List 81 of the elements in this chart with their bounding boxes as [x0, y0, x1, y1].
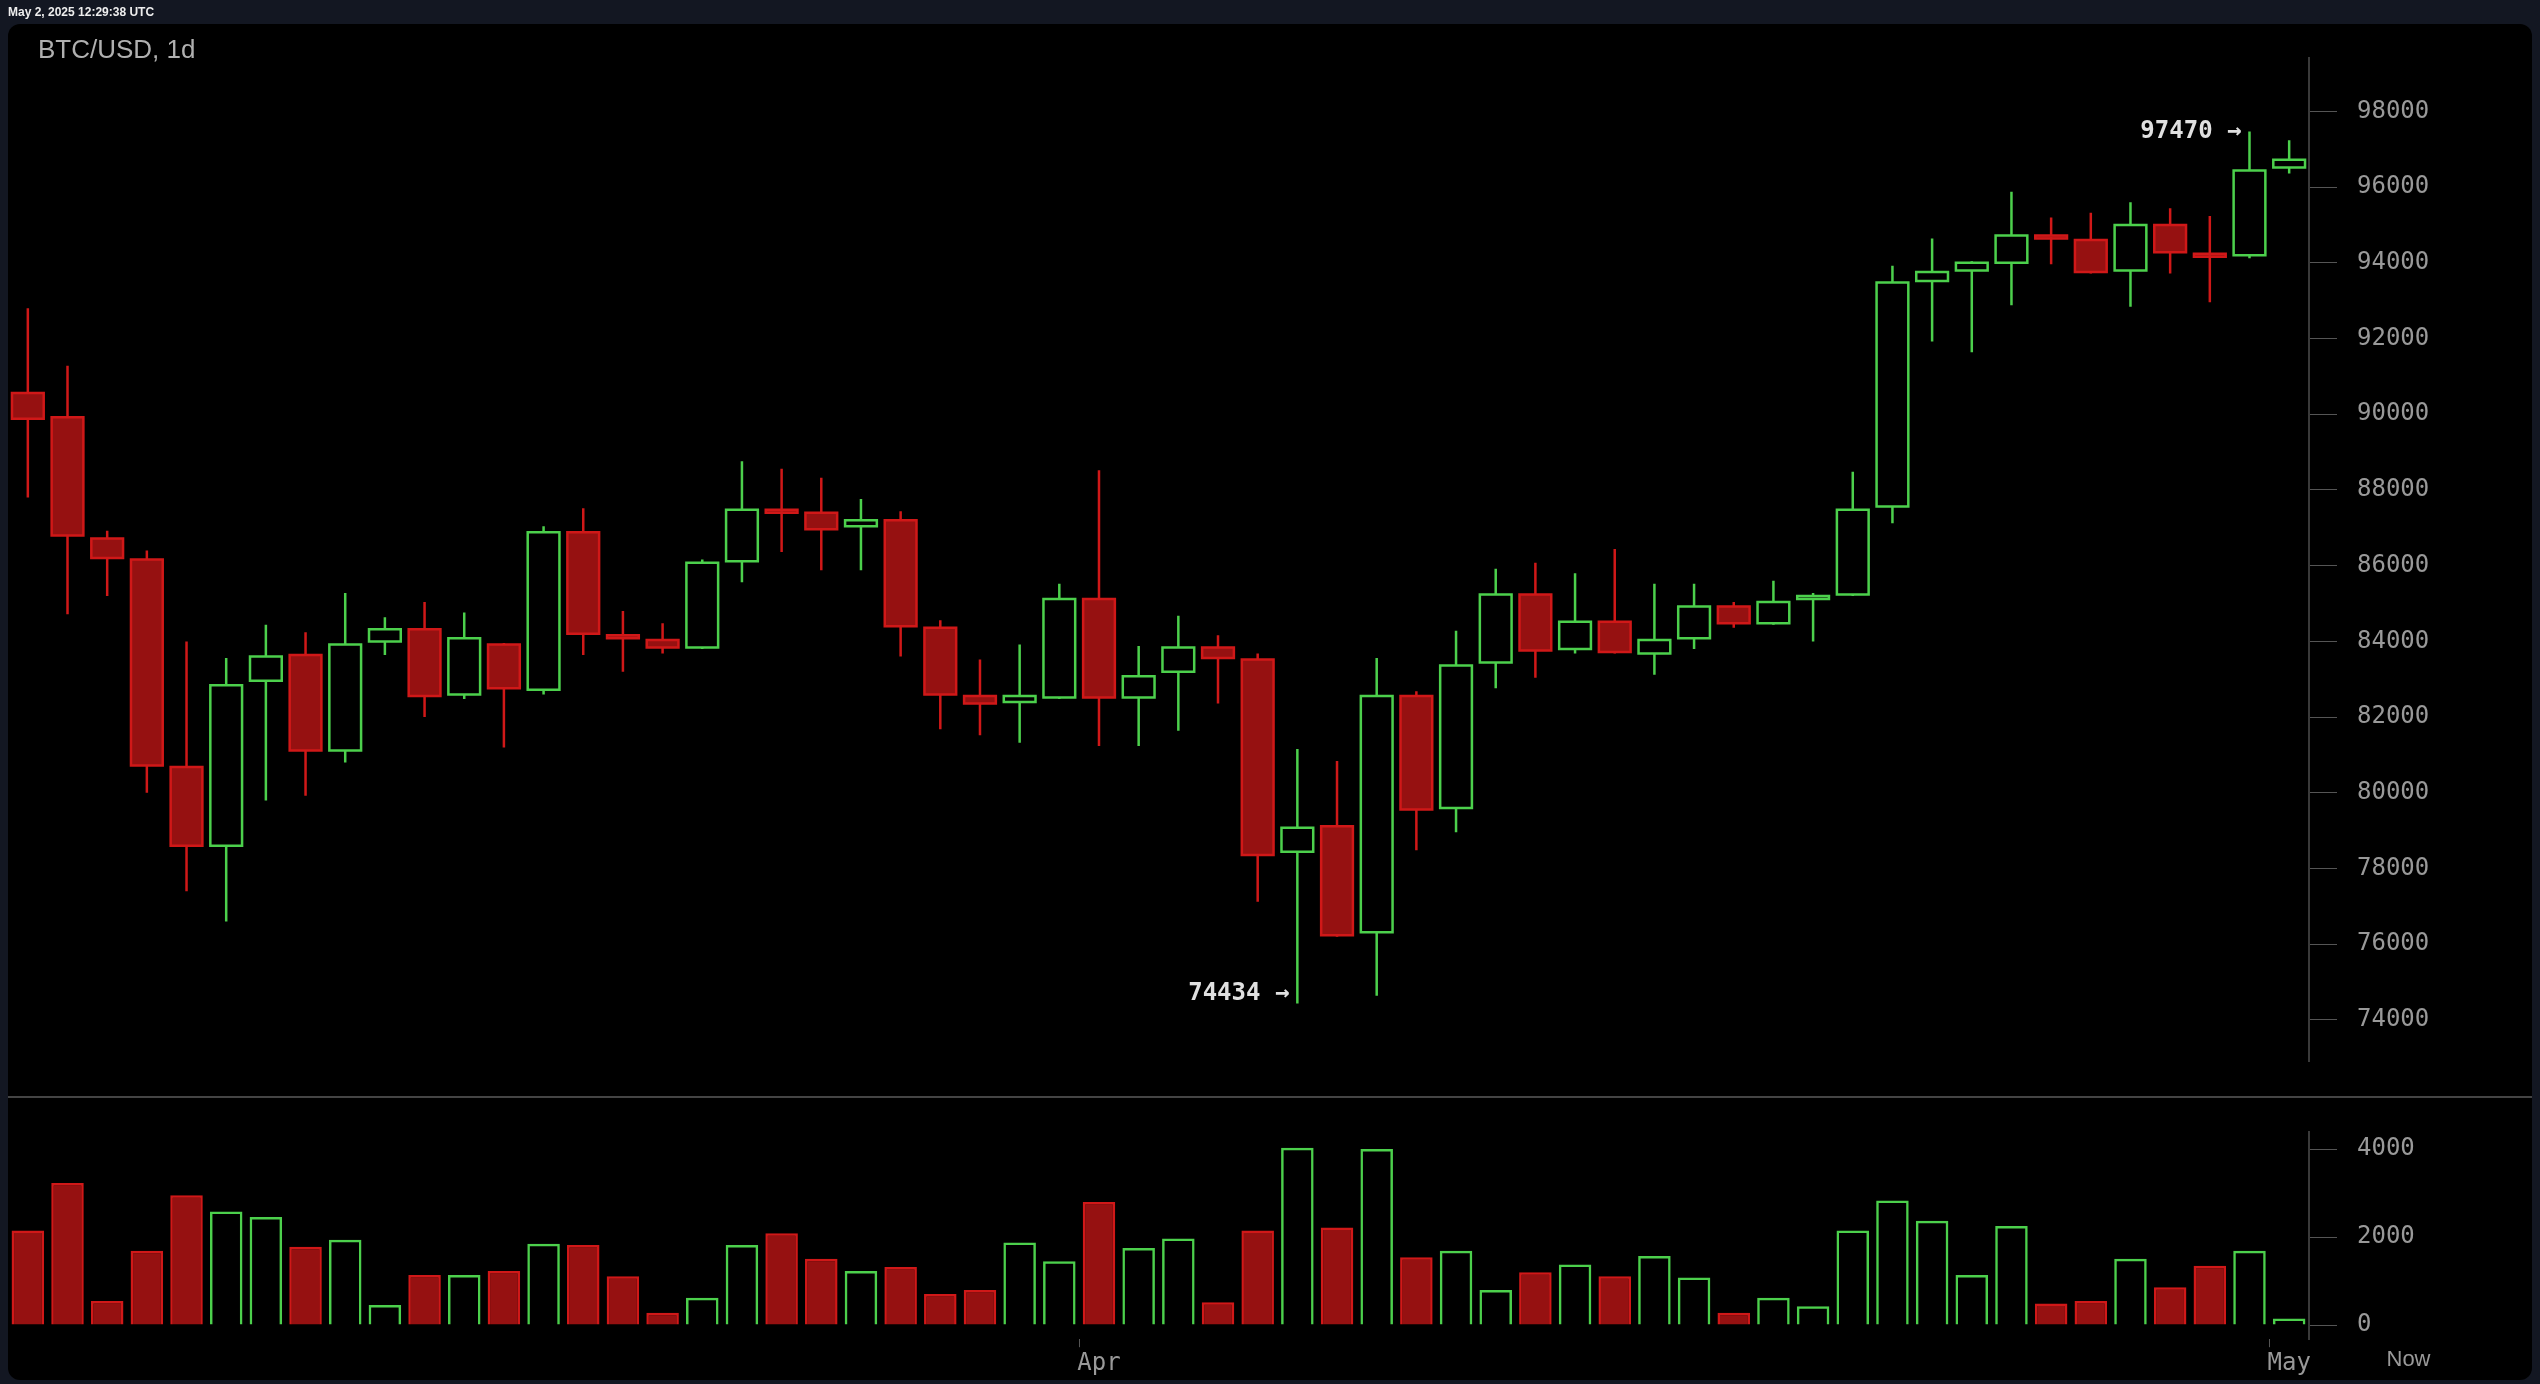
candlestick	[1042, 582, 1077, 701]
candlestick	[447, 611, 482, 701]
bar	[1320, 1227, 1354, 1325]
bar	[2193, 1265, 2227, 1325]
bar	[566, 1245, 600, 1325]
bar	[170, 1195, 203, 1325]
bar	[2034, 1303, 2068, 1325]
y-tick-label: 98000	[2357, 95, 2430, 124]
candlestick	[1557, 572, 1593, 655]
candlestick	[1478, 567, 1513, 690]
y-tick-label: 96000	[2357, 171, 2430, 200]
bar	[90, 1300, 124, 1325]
bar	[1201, 1302, 1235, 1325]
candlestick	[1121, 644, 1156, 748]
candlestick	[1081, 469, 1117, 748]
candlestick	[843, 497, 879, 572]
bar	[1082, 1201, 1116, 1325]
bar	[2074, 1300, 2108, 1325]
annotation: 97470 →	[2140, 115, 2242, 144]
candlestick	[367, 615, 403, 657]
y-tick-label: 78000	[2357, 852, 2430, 881]
bar	[765, 1233, 798, 1325]
bar	[606, 1276, 640, 1325]
candlestick	[1795, 591, 1831, 643]
candlestick	[1835, 470, 1870, 598]
bar	[408, 1274, 441, 1325]
candlestick	[1002, 643, 1037, 745]
candlestick	[1954, 260, 1989, 354]
candlestick	[328, 591, 363, 764]
x-tick-label: May	[2267, 1347, 2311, 1376]
bar	[646, 1312, 679, 1325]
y-tick-label: 88000	[2357, 474, 2430, 503]
y-tick-label: 80000	[2357, 777, 2430, 806]
bar	[1400, 1257, 1433, 1325]
candlestick	[2113, 201, 2148, 308]
y-tick-label: 4000	[2357, 1133, 2415, 1162]
bar	[1241, 1230, 1274, 1325]
candlestick	[1994, 190, 2029, 307]
bar	[884, 1267, 917, 1325]
y-tick-label: 90000	[2357, 398, 2430, 427]
bar	[1598, 1276, 1631, 1325]
bar	[1717, 1312, 1751, 1325]
y-tick-label: 0	[2357, 1309, 2372, 1338]
candlestick	[1875, 264, 1910, 525]
y-tick-label: 76000	[2357, 928, 2430, 957]
candlestick	[1319, 759, 1355, 938]
candlestick	[1756, 579, 1791, 626]
candlestick	[1676, 582, 1712, 651]
y-tick-label: 82000	[2357, 701, 2430, 730]
y-tick-label: 92000	[2357, 322, 2430, 351]
y-tick-label: 94000	[2357, 247, 2430, 276]
bar	[487, 1271, 521, 1325]
candlestick	[1359, 656, 1394, 997]
bar	[924, 1293, 957, 1325]
candlestick	[129, 549, 164, 795]
candlestick	[1914, 237, 1950, 343]
x-tick-label: Apr	[1077, 1347, 1121, 1376]
y-tick-label: 2000	[2357, 1221, 2415, 1250]
chart-title: BTC/USD, 1d	[38, 34, 196, 65]
chart-subtitle: May 2, 2025 12:29:38 UTC	[8, 5, 155, 19]
bar	[11, 1230, 45, 1325]
candlestick	[1161, 614, 1196, 732]
bar	[805, 1258, 838, 1325]
text: Now	[2386, 1346, 2431, 1372]
candlestick	[2272, 138, 2307, 175]
candlestick	[724, 459, 760, 584]
y-tick-label: 84000	[2357, 625, 2430, 654]
bar	[51, 1183, 84, 1325]
candlestick	[1438, 629, 1474, 834]
bar	[130, 1250, 164, 1325]
candlestick	[1240, 652, 1275, 904]
candlestick	[248, 623, 283, 802]
y-tick-label: 74000	[2357, 1004, 2430, 1033]
bar	[289, 1246, 322, 1325]
candlestick	[209, 656, 244, 923]
bar	[963, 1289, 997, 1325]
bar	[2153, 1287, 2187, 1325]
annotation: 74434 →	[1188, 977, 1290, 1006]
y-tick-label: 86000	[2357, 549, 2430, 578]
bar	[1519, 1272, 1552, 1325]
candlestick	[1637, 582, 1672, 676]
